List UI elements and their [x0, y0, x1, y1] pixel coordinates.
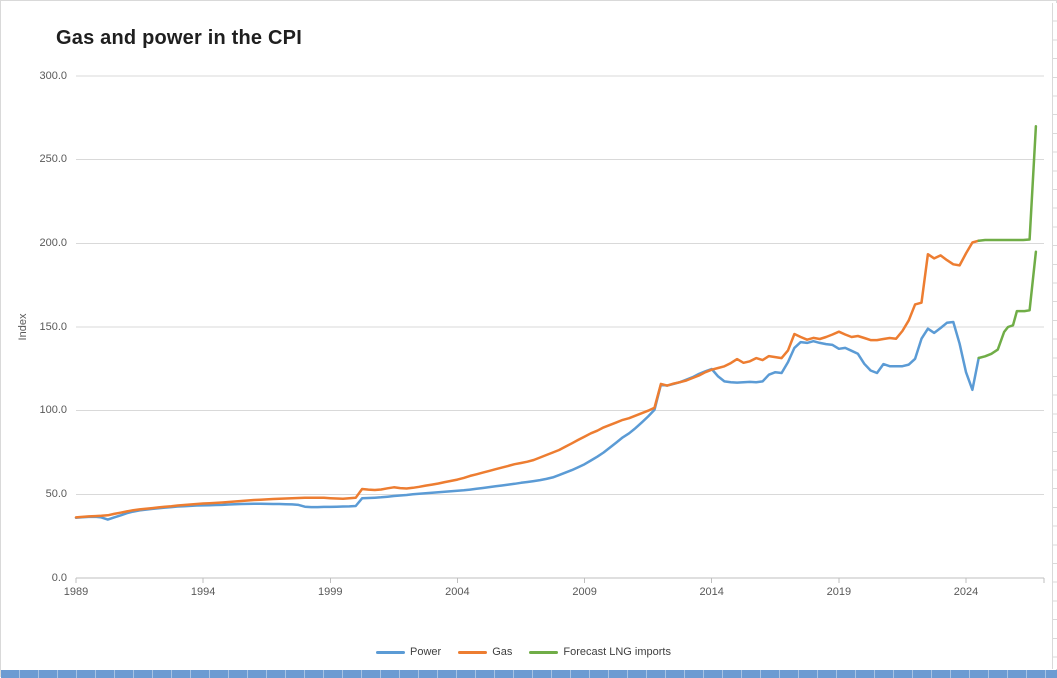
y-axis-tick-label: 300.0 — [39, 69, 67, 82]
legend-label: Gas — [492, 646, 513, 658]
legend-item-power[interactable]: Power — [376, 646, 441, 658]
legend-label: Forecast LNG imports — [563, 646, 671, 658]
chart-legend[interactable]: Power Gas Forecast LNG imports — [1, 646, 1046, 658]
series-line-power[interactable] — [74, 320, 980, 521]
legend-swatch-gas — [458, 650, 488, 654]
legend-swatch-forecast-lng-imports — [529, 650, 559, 654]
legend-item-gas[interactable]: Gas — [458, 646, 512, 658]
legend-swatch-power — [376, 650, 406, 654]
spreadsheet-rows-sliver — [1052, 3, 1057, 669]
chart-title: Gas and power in the CPI — [56, 27, 302, 49]
series-line-forecast-lng-imports[interactable] — [977, 250, 1038, 360]
legend-item-forecast-lng-imports[interactable]: Forecast LNG imports — [529, 646, 671, 658]
x-axis-tick-label: 1989 — [63, 586, 89, 598]
x-axis-tick-label: 2024 — [953, 586, 979, 598]
y-axis-tick-label: 250.0 — [39, 153, 67, 166]
x-axis-tick-label: 2009 — [572, 586, 597, 598]
y-axis-tick-label: 0.0 — [51, 571, 67, 584]
series-line-forecast-lng-imports[interactable] — [977, 124, 1038, 242]
x-axis-tick-label: 1999 — [318, 586, 343, 598]
bottom-edge-strip — [1, 670, 1057, 678]
y-axis-tick-label: 150.0 — [39, 320, 67, 333]
y-axis-tick-label: 100.0 — [39, 404, 67, 417]
y-axis-tick-label: 200.0 — [39, 236, 67, 249]
legend-label: Power — [410, 646, 442, 658]
x-axis-tick-label: 2014 — [699, 586, 724, 598]
x-axis-tick-label: 1994 — [190, 586, 216, 598]
x-axis-tick-label: 2004 — [445, 586, 470, 598]
y-axis-tick-label: 50.0 — [45, 487, 67, 500]
series-line-gas[interactable] — [74, 239, 980, 519]
x-axis-tick-label: 2019 — [826, 586, 852, 598]
